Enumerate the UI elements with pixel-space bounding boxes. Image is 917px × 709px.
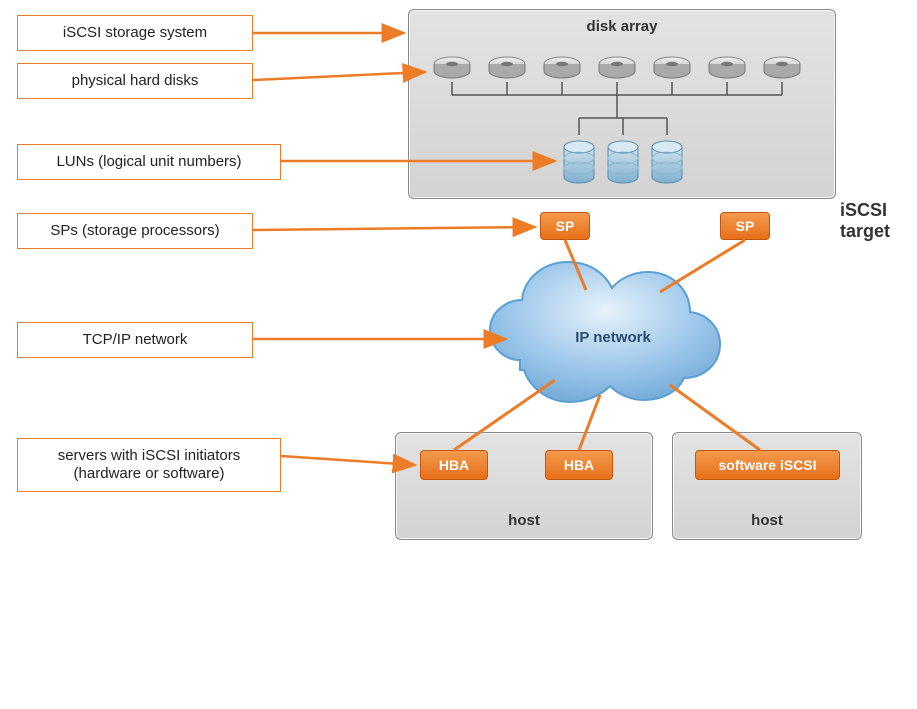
label-text: servers with iSCSI initiators (hardware … (58, 447, 241, 482)
disk-icon (542, 55, 582, 81)
label-text: iSCSI storage system (63, 24, 207, 41)
hba-badge-2: HBA (545, 450, 613, 480)
label-servers: servers with iSCSI initiators (hardware … (17, 438, 281, 492)
arrow-sps (253, 227, 535, 230)
disk-icon (597, 55, 637, 81)
disk-icon (762, 55, 802, 81)
diagram-stage: iSCSI storage system physical hard disks… (0, 0, 917, 566)
lun-icon (606, 140, 640, 184)
cloud-text: IP network (575, 329, 651, 346)
disk-icon (652, 55, 692, 81)
side-label-line2: target (840, 221, 890, 242)
host-panel-1: host (395, 432, 653, 540)
label-sps: SPs (storage processors) (17, 213, 253, 249)
host2-title: host (673, 512, 861, 529)
connectors (454, 240, 760, 450)
label-text: physical hard disks (72, 72, 199, 89)
sp-badge-1: SP (540, 212, 590, 240)
disk-array-title: disk array (409, 18, 835, 35)
label-tcpip: TCP/IP network (17, 322, 253, 358)
label-physical-disks: physical hard disks (17, 63, 253, 99)
software-iscsi-badge: software iSCSI (695, 450, 840, 480)
label-text: SPs (storage processors) (50, 222, 219, 239)
side-label-iscsi-target: iSCSI target (840, 200, 890, 242)
hba-badge-1: HBA (420, 450, 488, 480)
host1-title: host (396, 512, 652, 529)
conn-sp2-cloud (660, 240, 745, 292)
label-text: LUNs (logical unit numbers) (56, 153, 241, 170)
arrow-disks (253, 72, 425, 80)
disk-icon (432, 55, 472, 81)
cloud-icon: IP network (490, 262, 720, 402)
lun-icon (562, 140, 596, 184)
sp-badge-2: SP (720, 212, 770, 240)
side-label-line1: iSCSI (840, 200, 890, 221)
conn-sp1-cloud (565, 240, 586, 290)
host-panel-2: host (672, 432, 862, 540)
label-text: TCP/IP network (83, 331, 188, 348)
disk-icon (487, 55, 527, 81)
lun-icon (650, 140, 684, 184)
label-storage-system: iSCSI storage system (17, 15, 253, 51)
label-luns: LUNs (logical unit numbers) (17, 144, 281, 180)
disk-icon (707, 55, 747, 81)
